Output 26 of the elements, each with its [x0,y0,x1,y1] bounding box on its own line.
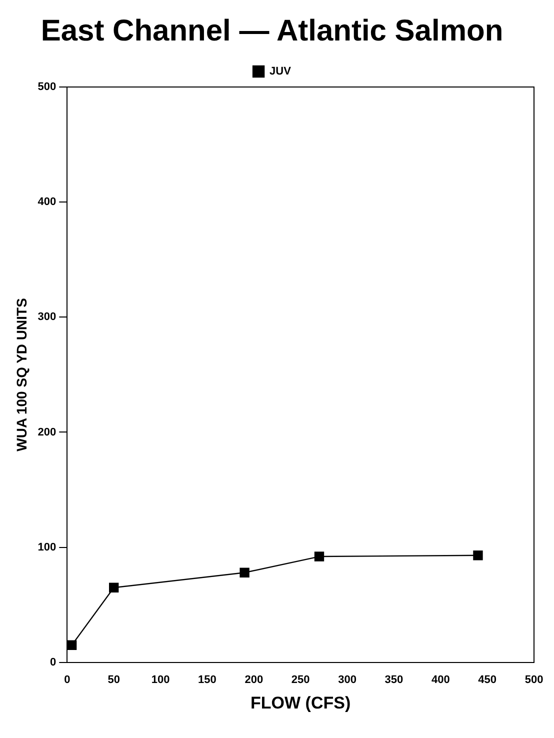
point [67,640,77,650]
x-tick-label: 200 [244,674,264,686]
x-tick-label: 0 [64,674,70,686]
x-tick-label: 450 [478,674,496,686]
x-tick-label: 500 [524,674,544,686]
point [240,568,250,578]
x-tick-label: 150 [198,674,216,686]
y-tick-label: 500 [38,81,56,94]
y-tick-label: 400 [38,196,56,208]
legend-label: JUV [270,66,292,78]
point [314,552,324,562]
x-tick-label: 350 [384,674,404,686]
point [108,582,119,592]
y-tick-label: 200 [38,426,56,438]
x-axis-title: FLOW (CFS) [250,693,351,712]
y-tick-label: 0 [50,656,56,668]
point [473,550,483,560]
x-tick-label: 300 [338,674,356,686]
x-tick-label: 50 [108,674,120,686]
y-tick-label: 300 [38,311,56,324]
chart-title: East Channel — Atlantic Salmon [40,14,504,48]
y-tick-label: 100 [38,541,56,554]
x-tick-label: 400 [431,674,450,686]
x-tick-label: 250 [291,674,310,686]
y-axis-title: WUA 100 SQ YD UNITS [13,298,30,452]
x-tick-label: 100 [151,674,170,686]
